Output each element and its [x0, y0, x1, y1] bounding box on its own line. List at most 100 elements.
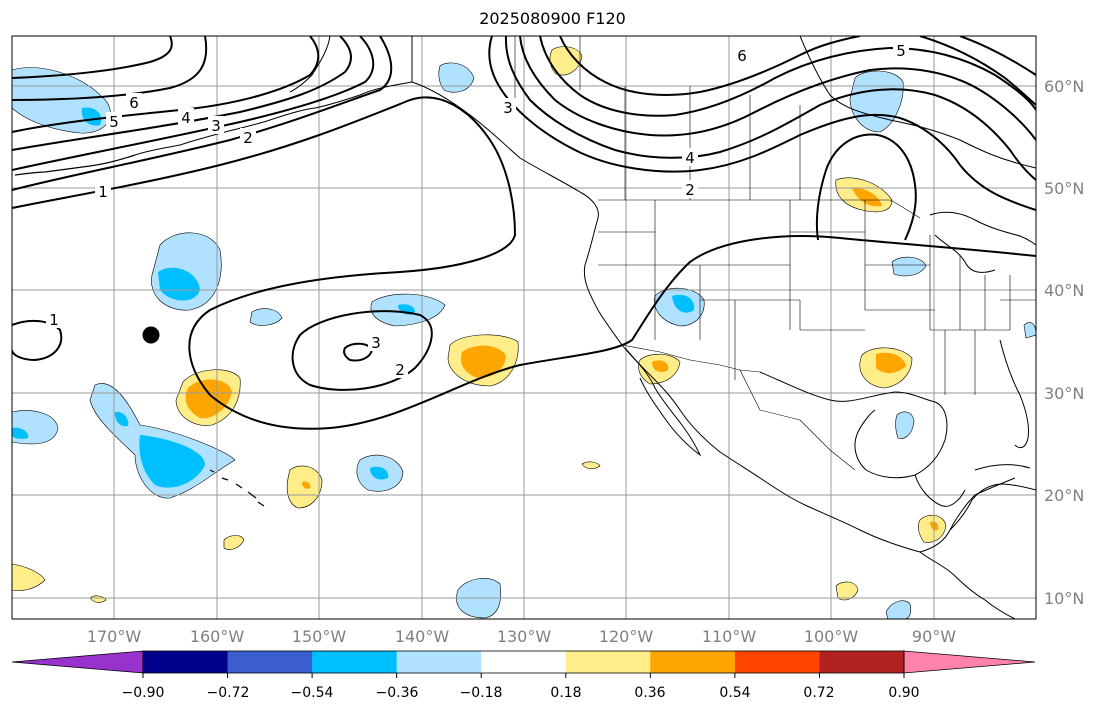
central-america-coast	[949, 483, 1036, 531]
colorbar-tick-label: −0.90	[122, 685, 165, 701]
lon-label: 160°W	[190, 627, 245, 646]
contour-label: 2	[395, 361, 405, 379]
contour-label: 1	[98, 183, 108, 201]
contour-line	[12, 36, 208, 101]
contour-line	[519, 36, 1036, 141]
neg-anomaly-core	[139, 435, 205, 488]
pos-anomaly-core	[652, 360, 669, 372]
neg-anomaly-core	[158, 267, 200, 301]
contour-labels: 6 5 4 3 2 1 1 3 2 6 5 4 2 3	[46, 41, 909, 379]
neg-anomaly-region	[438, 62, 475, 93]
neg-anomaly-region	[1023, 322, 1036, 339]
contour-line	[12, 36, 173, 79]
contour-line	[815, 133, 917, 241]
contour-label: 5	[109, 113, 119, 131]
contour-line	[539, 36, 1036, 117]
lon-label: 150°W	[292, 627, 347, 646]
cuba-island	[974, 464, 1031, 471]
hawaiian-islands	[209, 469, 265, 507]
contour-label: 6	[737, 47, 747, 65]
lon-label: 110°W	[702, 627, 757, 646]
baja-california-coast	[624, 347, 702, 457]
neg-anomaly-region	[895, 411, 915, 439]
contour-label: 6	[129, 94, 139, 112]
contour-line	[291, 310, 433, 391]
colorbar-segment	[565, 651, 651, 673]
contour-line	[12, 319, 63, 362]
pos-anomaly-core	[302, 481, 311, 489]
contour-label: 3	[211, 117, 221, 135]
pos-anomaly-core	[852, 187, 882, 207]
neg-anomaly-core	[672, 294, 695, 313]
alaska-coast	[134, 81, 413, 156]
colorbar-segment	[734, 651, 820, 673]
coastlines	[14, 36, 1036, 619]
contour-line	[12, 96, 1036, 430]
neg-anomaly-core	[114, 411, 129, 427]
pos-anomaly-core	[876, 352, 906, 374]
political-borders	[411, 36, 1036, 471]
contour-line	[343, 342, 374, 362]
colorbar: −0.90 −0.72 −0.54 −0.36 −0.18 0.18 0.36 …	[11, 650, 1036, 701]
colorbar-tick-label: −0.72	[207, 685, 250, 701]
lat-label: 20°N	[1044, 486, 1084, 505]
pos-anomaly-core	[460, 345, 506, 378]
lon-label: 120°W	[599, 627, 654, 646]
map-title: 2025080900 F120	[479, 9, 626, 28]
colorbar-tick-label: 0.18	[550, 685, 581, 701]
colorbar-segment	[819, 651, 905, 673]
contour-label: 4	[181, 109, 191, 127]
lat-label: 30°N	[1044, 384, 1084, 403]
great-lakes-shore	[934, 234, 996, 273]
lat-labels: 60°N 50°N 40°N 30°N 20°N 10°N	[1044, 77, 1084, 608]
lat-label: 40°N	[1044, 281, 1084, 300]
contour-line	[919, 36, 1036, 106]
colorbar-tick-label: 0.54	[719, 685, 750, 701]
height-contours	[12, 36, 1036, 430]
colorbar-tick-label: −0.18	[460, 685, 503, 701]
colorbar-tick-label: −0.36	[376, 685, 419, 701]
contour-line	[959, 36, 1036, 76]
pos-anomaly-region	[835, 581, 859, 601]
lon-label: 100°W	[804, 627, 859, 646]
us-mexico-border	[621, 344, 761, 373]
colorbar-segment	[12, 651, 143, 673]
lat-label: 50°N	[1044, 179, 1084, 198]
contour-line	[559, 36, 861, 96]
colorbar-segment	[312, 651, 398, 673]
pos-anomaly-region	[12, 563, 46, 591]
lat-label: 10°N	[1044, 589, 1084, 608]
pos-anomaly-region	[918, 514, 947, 543]
colorbar-tick-label: −0.54	[291, 685, 334, 701]
lon-label: 140°W	[395, 627, 450, 646]
hudson-bay-coast	[799, 36, 1036, 169]
colorbar-tick-label: 0.90	[888, 685, 919, 701]
contour-label: 3	[371, 334, 381, 352]
colorbar-segment	[227, 651, 313, 673]
contour-line	[12, 36, 393, 191]
colorbar-segment	[650, 651, 736, 673]
contour-line	[12, 36, 352, 151]
contour-label: 3	[503, 99, 513, 117]
aleutian-islands	[14, 154, 136, 176]
graticule	[12, 36, 1036, 619]
contour-label: 1	[49, 311, 59, 329]
colorbar-tick-label: 0.36	[634, 685, 665, 701]
central-america-coast	[919, 551, 1016, 619]
pos-anomaly-region	[223, 535, 245, 550]
contour-label: 2	[243, 129, 253, 147]
contour-line	[504, 36, 1036, 181]
great-lakes-shore	[929, 211, 1036, 246]
contour-line	[488, 36, 1036, 211]
contour-line	[12, 36, 320, 133]
state-borders	[598, 200, 1036, 395]
lon-label: 130°W	[497, 627, 552, 646]
neg-anomaly-core	[370, 466, 389, 480]
colorbar-frame	[142, 650, 905, 674]
florida-coast	[999, 339, 1029, 449]
lon-label: 90°W	[912, 627, 956, 646]
lon-labels: 170°W 160°W 150°W 140°W 130°W 120°W 110°…	[87, 627, 956, 646]
contour-line	[12, 36, 375, 171]
pos-anomaly-region	[89, 595, 107, 603]
